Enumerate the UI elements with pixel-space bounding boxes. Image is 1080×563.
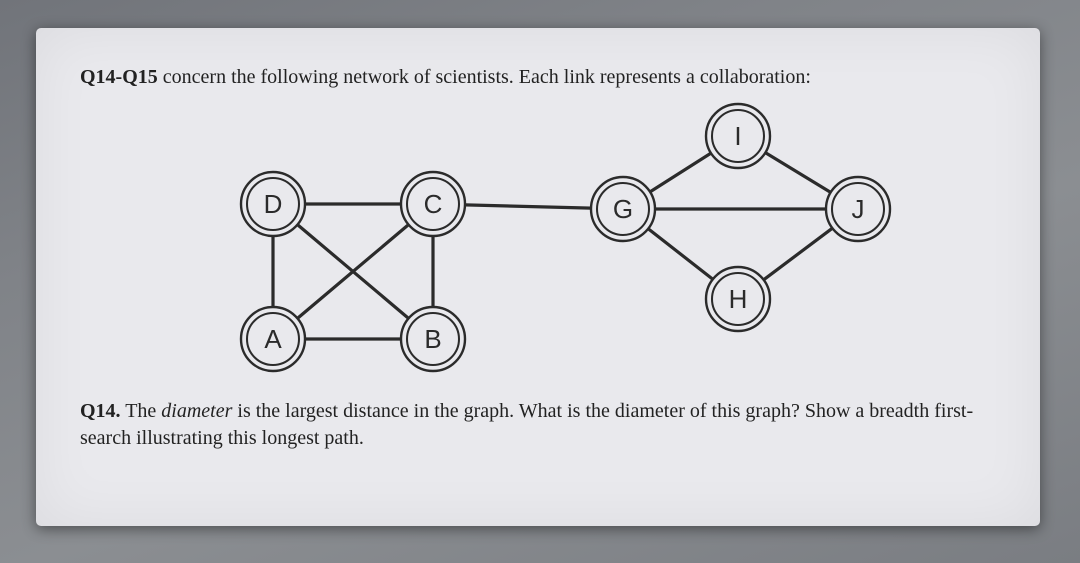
intro-prefix: Q14-Q15 — [80, 66, 158, 88]
question-14: Q14. The diameter is the largest distanc… — [80, 398, 996, 451]
node-label-H: H — [729, 284, 748, 314]
edge-G-H — [648, 229, 713, 280]
node-C: C — [401, 172, 465, 236]
q14-pre: The — [121, 400, 162, 422]
intro-body: concern the following network of scienti… — [158, 66, 811, 88]
node-J: J — [826, 177, 890, 241]
node-label-C: C — [424, 189, 443, 219]
q14-term: diameter — [161, 400, 232, 422]
edge-H-J — [764, 229, 833, 281]
node-label-D: D — [264, 189, 283, 219]
q14-label: Q14. — [80, 400, 121, 422]
question-page: Q14-Q15 concern the following network of… — [36, 28, 1040, 526]
collaboration-network-diagram: D C A B G I H J — [80, 94, 996, 394]
edge-G-I — [650, 154, 711, 193]
node-G: G — [591, 177, 655, 241]
intro-text: Q14-Q15 concern the following network of… — [80, 64, 996, 90]
node-A: A — [241, 307, 305, 371]
node-D: D — [241, 172, 305, 236]
network-svg: D C A B G I H J — [80, 94, 996, 394]
node-B: B — [401, 307, 465, 371]
node-label-I: I — [734, 121, 741, 151]
node-label-B: B — [424, 324, 441, 354]
node-I: I — [706, 104, 770, 168]
edge-C-G — [465, 205, 591, 208]
node-H: H — [706, 267, 770, 331]
node-label-A: A — [264, 324, 282, 354]
node-label-J: J — [852, 194, 865, 224]
edge-I-J — [765, 153, 830, 193]
node-label-G: G — [613, 194, 633, 224]
